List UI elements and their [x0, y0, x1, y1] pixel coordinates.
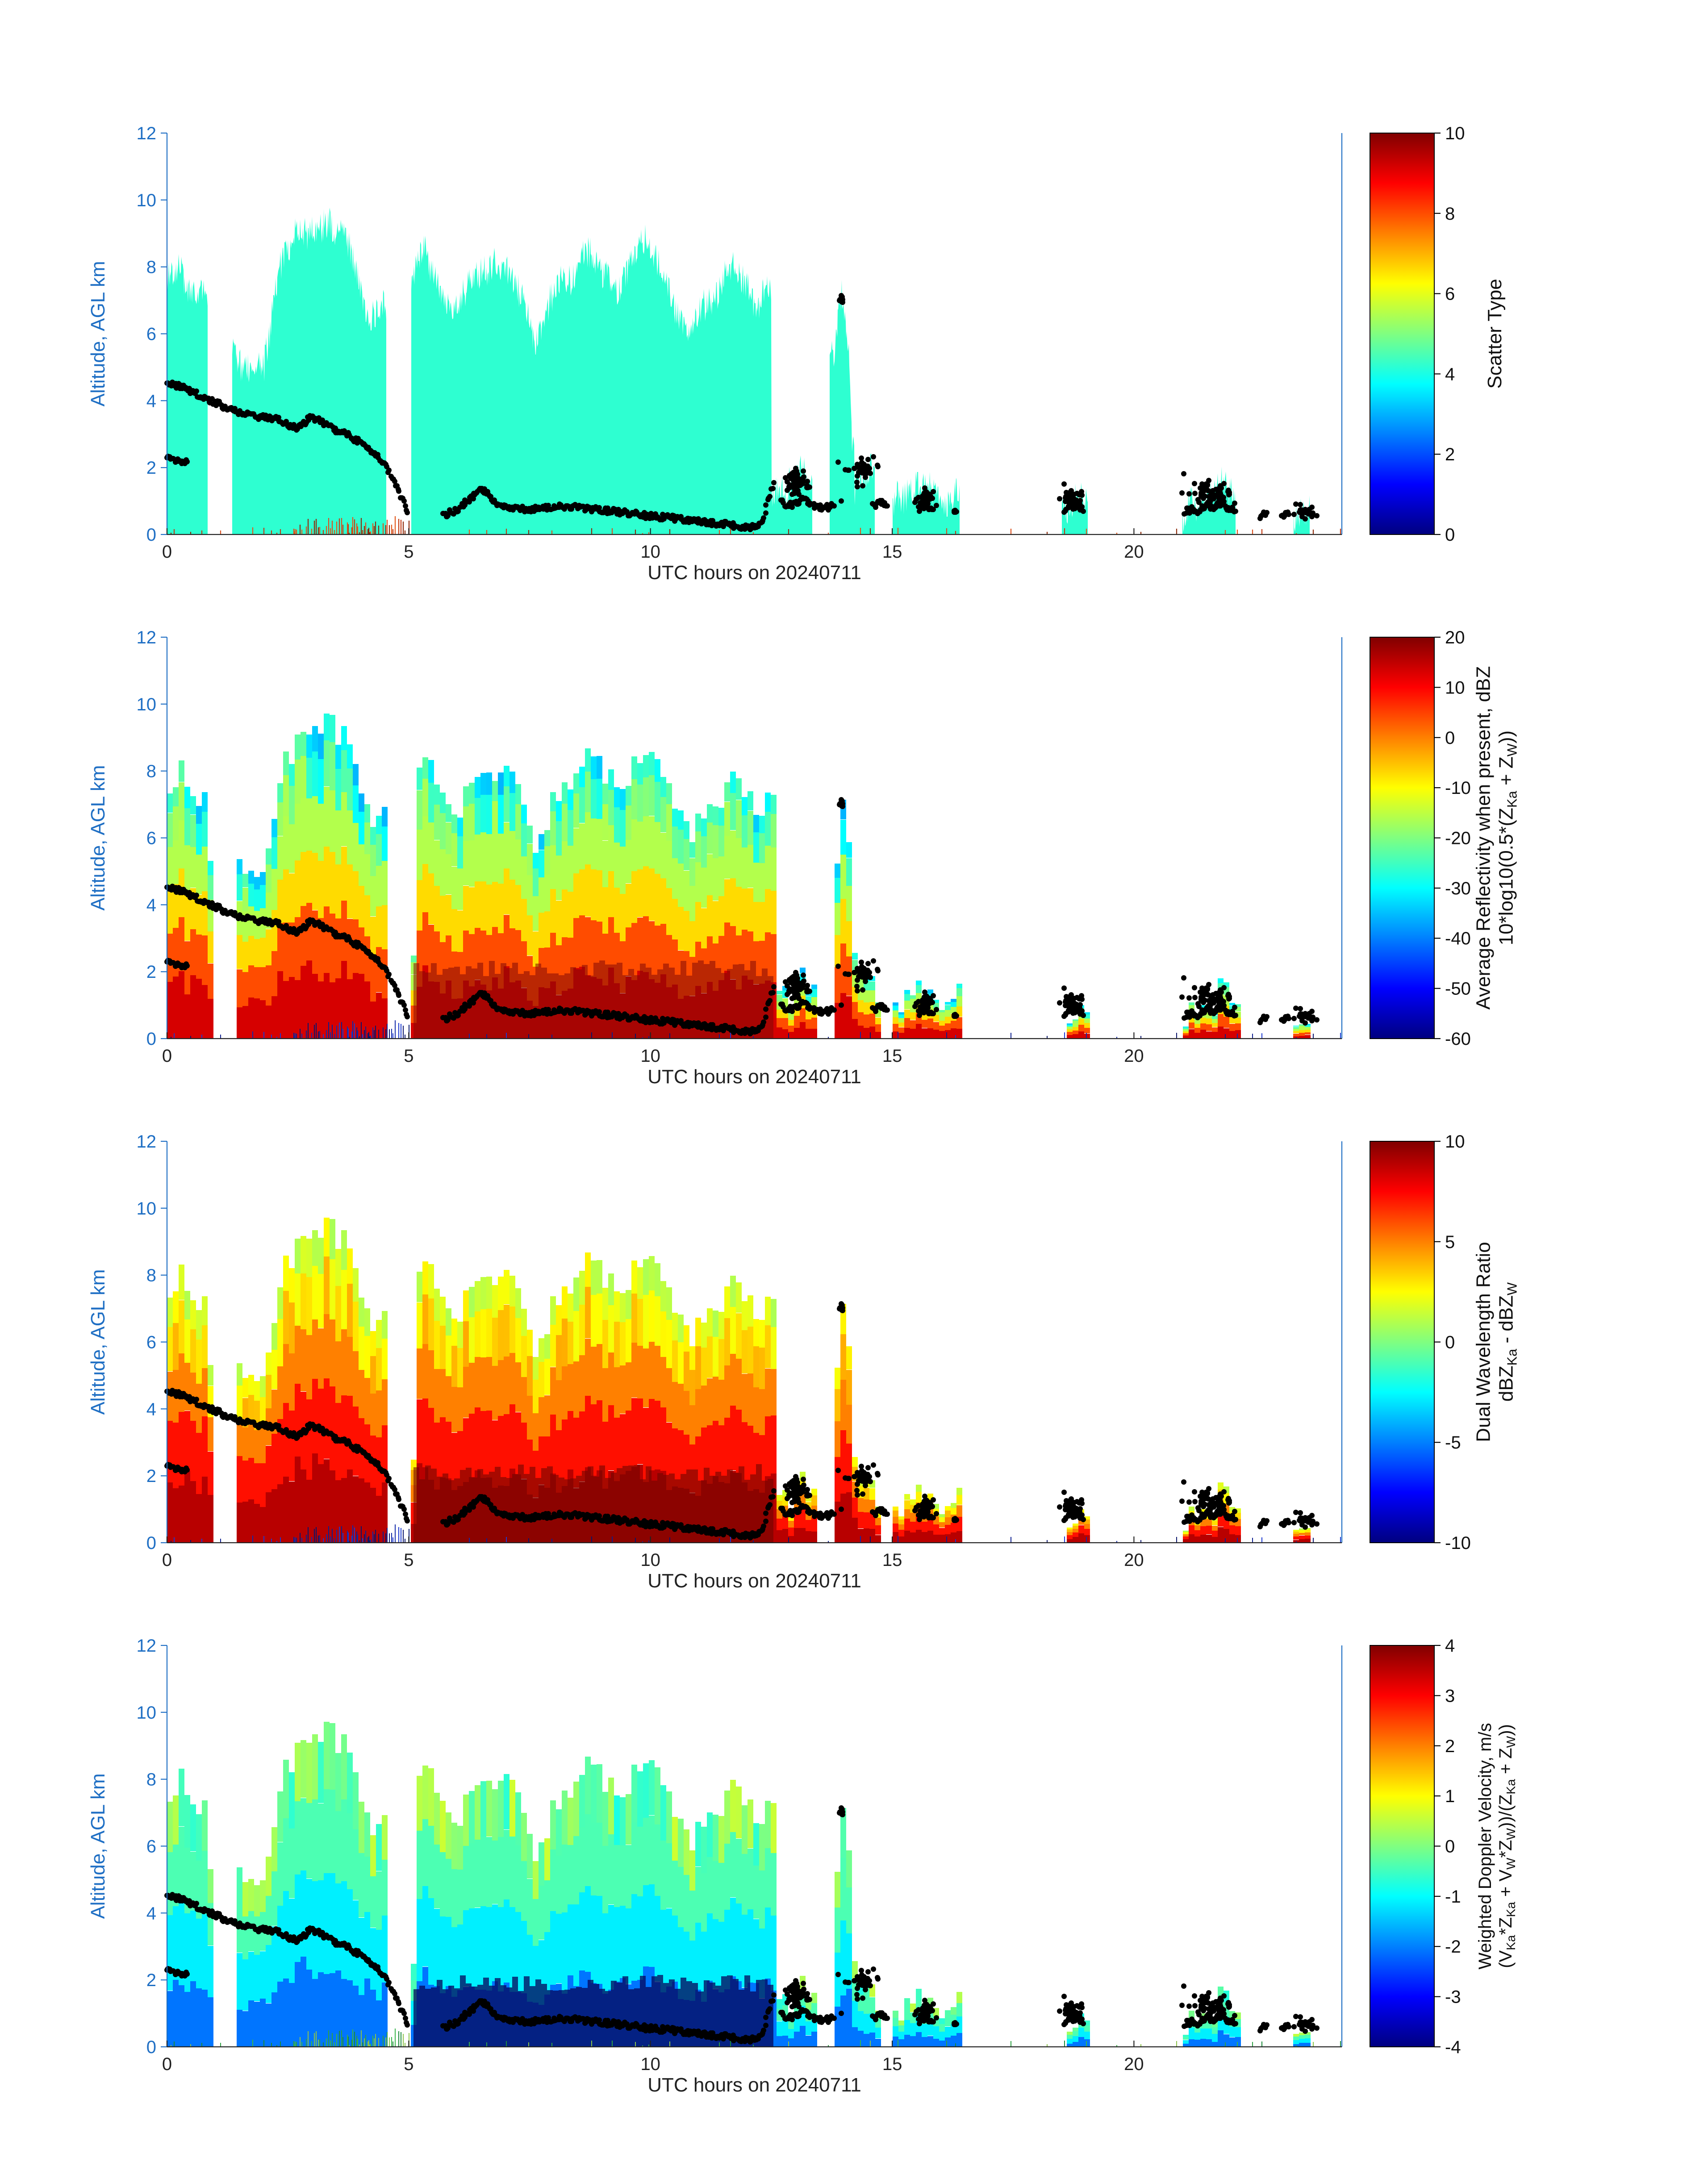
svg-text:20: 20: [1124, 1550, 1144, 1570]
svg-text:4: 4: [146, 895, 156, 915]
svg-text:4: 4: [1445, 1636, 1455, 1656]
svg-text:-20: -20: [1445, 829, 1471, 848]
svg-text:-4: -4: [1445, 2037, 1461, 2057]
svg-text:10: 10: [137, 1703, 157, 1723]
svg-text:UTC hours on 20240711: UTC hours on 20240711: [647, 562, 861, 584]
svg-text:Altitude, AGL km: Altitude, AGL km: [87, 765, 109, 910]
svg-text:6: 6: [146, 1837, 156, 1857]
svg-text:UTC hours on 20240711: UTC hours on 20240711: [647, 2074, 861, 2096]
svg-text:0: 0: [1445, 728, 1455, 748]
svg-text:-40: -40: [1445, 929, 1471, 948]
svg-text:5: 5: [1445, 1232, 1455, 1252]
svg-text:0: 0: [162, 2054, 172, 2074]
svg-text:15: 15: [882, 1046, 902, 1066]
svg-text:-3: -3: [1445, 1987, 1461, 2007]
svg-text:20: 20: [1124, 1046, 1144, 1066]
svg-text:Altitude, AGL km: Altitude, AGL km: [87, 1773, 109, 1919]
svg-text:Altitude, AGL km: Altitude, AGL km: [87, 261, 109, 406]
svg-text:-1: -1: [1445, 1887, 1461, 1907]
svg-text:10: 10: [1445, 1132, 1465, 1152]
svg-text:8: 8: [146, 1770, 156, 1790]
svg-text:0: 0: [162, 1550, 172, 1570]
svg-text:20: 20: [1124, 542, 1144, 562]
svg-text:0: 0: [1445, 1837, 1455, 1857]
svg-text:UTC hours on 20240711: UTC hours on 20240711: [647, 1570, 861, 1592]
svg-text:8: 8: [146, 1266, 156, 1286]
svg-text:5: 5: [404, 1550, 413, 1570]
svg-text:2: 2: [146, 458, 156, 478]
svg-text:4: 4: [1445, 364, 1455, 384]
svg-text:8: 8: [1445, 204, 1455, 224]
svg-text:-5: -5: [1445, 1433, 1461, 1453]
svg-text:-10: -10: [1445, 1533, 1471, 1553]
svg-text:10: 10: [1445, 678, 1465, 697]
svg-text:15: 15: [882, 2054, 902, 2074]
svg-text:10: 10: [137, 1199, 157, 1219]
svg-text:5: 5: [404, 542, 413, 562]
svg-text:2: 2: [146, 1970, 156, 1990]
svg-text:2: 2: [146, 962, 156, 982]
svg-text:4: 4: [146, 1399, 156, 1419]
svg-text:-60: -60: [1445, 1029, 1471, 1049]
svg-text:10: 10: [640, 1550, 660, 1570]
svg-text:-2: -2: [1445, 1937, 1461, 1957]
svg-text:10: 10: [640, 2054, 660, 2074]
svg-text:0: 0: [146, 2037, 156, 2057]
svg-text:3: 3: [1445, 1686, 1455, 1706]
svg-text:10: 10: [1445, 124, 1465, 143]
svg-text:0: 0: [162, 1046, 172, 1066]
svg-text:10: 10: [137, 191, 157, 210]
svg-text:6: 6: [146, 325, 156, 344]
svg-text:0: 0: [1445, 1333, 1455, 1352]
svg-text:2: 2: [1445, 445, 1455, 464]
svg-text:Scatter Type: Scatter Type: [1484, 279, 1506, 388]
svg-text:5: 5: [404, 2054, 413, 2074]
svg-text:2: 2: [1445, 1737, 1455, 1756]
svg-text:15: 15: [882, 542, 902, 562]
svg-text:-50: -50: [1445, 979, 1471, 999]
svg-text:20: 20: [1124, 2054, 1144, 2074]
svg-text:5: 5: [404, 1046, 413, 1066]
svg-text:6: 6: [146, 829, 156, 848]
svg-text:10: 10: [640, 542, 660, 562]
svg-text:0: 0: [1445, 525, 1455, 545]
svg-text:-10: -10: [1445, 778, 1471, 798]
svg-text:10: 10: [137, 695, 157, 714]
svg-text:8: 8: [146, 762, 156, 781]
svg-text:15: 15: [882, 1550, 902, 1570]
svg-text:12: 12: [137, 628, 157, 647]
svg-text:0: 0: [146, 1029, 156, 1049]
svg-text:8: 8: [146, 258, 156, 277]
svg-text:12: 12: [137, 1636, 157, 1656]
svg-text:0: 0: [146, 1533, 156, 1553]
svg-text:1: 1: [1445, 1787, 1455, 1806]
svg-text:Weighted Doppler Velocity, m/s: Weighted Doppler Velocity, m/s(VKa*ZKa +…: [1475, 1723, 1518, 1969]
svg-text:4: 4: [146, 1903, 156, 1923]
svg-text:20: 20: [1445, 628, 1465, 647]
svg-text:12: 12: [137, 1132, 157, 1152]
svg-text:6: 6: [1445, 284, 1455, 304]
svg-text:10: 10: [640, 1046, 660, 1066]
svg-text:0: 0: [146, 525, 156, 545]
svg-text:12: 12: [137, 124, 157, 143]
svg-text:UTC hours on 20240711: UTC hours on 20240711: [647, 1066, 861, 1088]
svg-text:0: 0: [162, 542, 172, 562]
svg-text:6: 6: [146, 1333, 156, 1352]
svg-text:Altitude, AGL km: Altitude, AGL km: [87, 1269, 109, 1415]
svg-text:4: 4: [146, 391, 156, 411]
svg-text:-30: -30: [1445, 879, 1471, 898]
svg-text:2: 2: [146, 1466, 156, 1486]
